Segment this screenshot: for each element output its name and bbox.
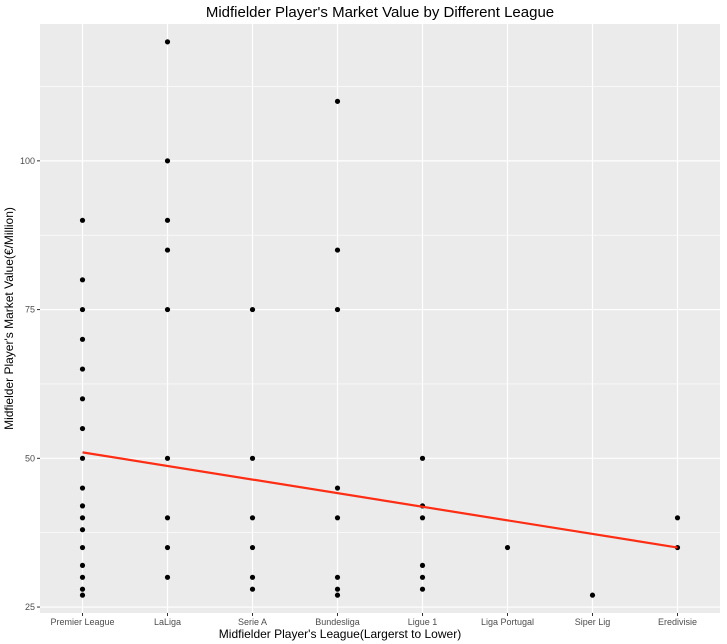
data-point (164, 158, 171, 164)
data-point (164, 544, 171, 551)
trend-line (82, 451, 678, 549)
data-point (249, 574, 256, 580)
y-tick-label: 50 (25, 453, 35, 463)
data-point (164, 306, 171, 313)
y-axis-title: Midfielder Player's Market Value(€/Milli… (2, 207, 16, 430)
data-point (249, 306, 256, 313)
data-point (79, 574, 86, 580)
x-tick-label: Liga Portugal (481, 617, 534, 627)
data-point (79, 562, 86, 569)
data-point (79, 396, 86, 402)
x-tick-label: Bundesliga (315, 617, 360, 627)
data-point (504, 544, 511, 551)
x-tick-label: LaLiga (154, 617, 181, 627)
data-point (249, 515, 256, 521)
data-point (249, 544, 256, 551)
data-points (79, 39, 681, 598)
axis-labels: 25 50 75 100 Premier League LaLiga Serie A Bund… (20, 156, 697, 627)
data-point (79, 586, 86, 592)
data-point (249, 455, 256, 461)
data-point (79, 503, 86, 509)
data-point (334, 247, 341, 253)
data-point (589, 592, 596, 598)
x-tick-label: Ligue 1 (408, 617, 438, 627)
x-tick-label: Eredivisie (658, 617, 697, 627)
data-point (79, 515, 86, 521)
data-point (79, 336, 86, 342)
data-point (334, 515, 341, 521)
x-tick-label: Serie A (238, 617, 267, 627)
y-tick-label: 25 (25, 602, 35, 612)
data-point (334, 485, 341, 491)
data-point (674, 515, 681, 521)
data-point (164, 574, 171, 580)
data-point (419, 455, 426, 461)
data-point (79, 306, 86, 313)
data-point (164, 39, 171, 45)
data-point (334, 586, 341, 592)
data-point (79, 527, 86, 533)
data-point (419, 562, 426, 569)
x-tick-label: Premier League (50, 617, 114, 627)
data-point (79, 366, 86, 372)
data-point (334, 592, 341, 598)
y-tick-label: 100 (20, 156, 35, 166)
x-axis-title: Midfielder Player's League(Largerst to L… (219, 627, 461, 641)
data-point (164, 515, 171, 521)
data-point (419, 515, 426, 521)
data-point (164, 247, 171, 253)
data-point (334, 306, 341, 313)
data-point (79, 425, 86, 432)
x-tick-label: Siper Lig (575, 617, 611, 627)
chart-title: Midfielder Player's Market Value by Diff… (206, 4, 554, 21)
grid-lines (40, 24, 720, 613)
data-point (334, 574, 341, 580)
y-tick-label: 75 (25, 305, 35, 315)
data-point (164, 217, 171, 223)
data-point (79, 455, 86, 461)
data-point (419, 586, 426, 592)
data-point (79, 544, 86, 551)
data-point (79, 217, 86, 223)
data-point (249, 586, 256, 592)
data-point (79, 485, 86, 491)
data-point (79, 592, 86, 598)
data-point (79, 277, 86, 283)
data-point (419, 574, 426, 580)
data-point (334, 98, 341, 104)
trend-line-layer (82, 451, 678, 549)
plot-panel (40, 24, 720, 613)
data-point (164, 455, 171, 461)
